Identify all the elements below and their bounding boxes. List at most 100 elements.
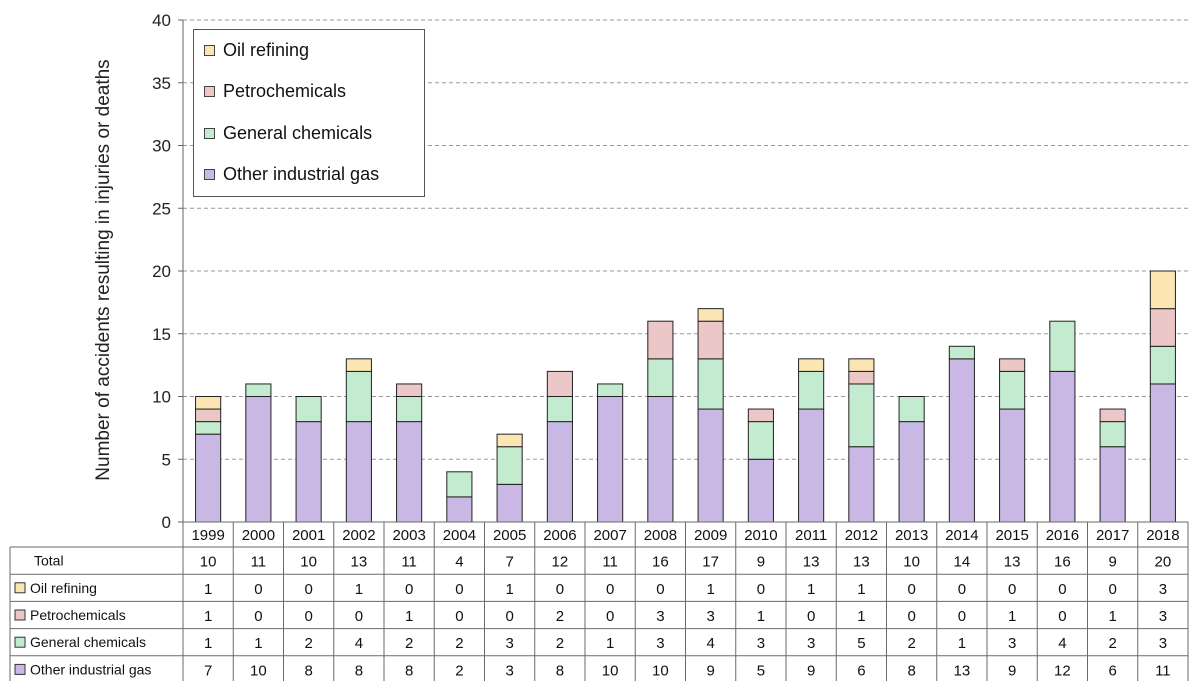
table-cell-value: 8: [355, 662, 363, 679]
table-cell-value: 6: [857, 662, 865, 679]
table-cell-value: 12: [1054, 662, 1071, 679]
table-cell-value: 1: [204, 608, 212, 625]
table-cell-value: 2: [556, 635, 564, 652]
table-cell-value: 0: [405, 581, 413, 598]
table-cell-value: 2: [405, 635, 413, 652]
table-cell-value: 8: [556, 662, 564, 679]
table-cell-value: 0: [958, 581, 966, 598]
table-cell-value: 2: [907, 635, 915, 652]
legend-swatch: [204, 169, 215, 180]
table-cell-value: 9: [1108, 554, 1116, 571]
bar-segment-general-chemicals: [446, 471, 473, 498]
table-cell-value: 1: [505, 581, 513, 598]
table-cell-value: 0: [907, 608, 915, 625]
table-cell-value: 9: [1008, 662, 1016, 679]
x-tick-label: 2017: [1096, 527, 1129, 544]
x-tick-label: 2007: [593, 527, 626, 544]
table-cell-value: 0: [304, 581, 312, 598]
legend-swatch: [204, 44, 215, 56]
table-row-label: Oil refining: [30, 580, 97, 596]
table-cell-value: 10: [903, 554, 920, 571]
y-tick-label: 35: [152, 74, 171, 93]
y-tick-label: 40: [152, 11, 171, 30]
table-cell-value: 0: [958, 608, 966, 625]
table-cell-value: 3: [1159, 581, 1167, 598]
table-cell-value: 0: [656, 581, 664, 598]
legend-item: Petrochemicals: [204, 80, 346, 104]
table-cell-value: 1: [204, 581, 212, 598]
table-cell-value: 0: [907, 581, 915, 598]
bar-segment-other-industrial-gas: [798, 408, 825, 523]
x-tick-label: 2001: [292, 527, 325, 544]
table-cell-value: 11: [1155, 662, 1171, 679]
table-cell-value: 3: [656, 635, 664, 652]
legend-item: Oil refining: [204, 38, 309, 62]
legend-swatch: [204, 86, 215, 97]
table-cell-value: 13: [803, 554, 820, 571]
table-cell-value: 17: [702, 554, 719, 571]
table-cell-value: 2: [455, 662, 463, 679]
table-cell-value: 4: [1058, 635, 1066, 652]
x-tick-label: 2015: [995, 527, 1028, 544]
bar-segment-oil-refining: [848, 358, 875, 372]
x-tick-label: 2000: [242, 527, 275, 544]
table-cell-value: 8: [405, 662, 413, 679]
bar-segment-oil-refining: [496, 433, 523, 448]
bar-segment-other-industrial-gas: [396, 421, 423, 523]
y-tick-label: 15: [152, 325, 171, 344]
table-cell-value: 13: [954, 662, 971, 679]
table-cell-value: 5: [757, 662, 765, 679]
table-cell-value: 10: [300, 554, 317, 571]
legend: Oil refining Petrochemicals General chemic…: [193, 29, 425, 197]
table-cell-value: 1: [857, 608, 865, 625]
bar-segment-oil-refining: [697, 308, 724, 322]
bar-segment-general-chemicals: [747, 421, 774, 460]
table-cell-value: 12: [552, 554, 569, 571]
table-cell-value: 3: [1008, 635, 1016, 652]
bar-segment-general-chemicals: [597, 383, 624, 398]
table-cell-value: 1: [254, 635, 262, 652]
bar-segment-petrochemicals: [999, 358, 1026, 372]
table-cell-value: 16: [652, 554, 669, 571]
y-tick-label: 0: [162, 513, 171, 532]
table-cell-value: 9: [706, 662, 714, 679]
table-cell-value: 2: [304, 635, 312, 652]
y-tick-label: 20: [152, 262, 171, 281]
table-row-swatch: [14, 582, 26, 594]
bar-segment-petrochemicals: [1099, 408, 1126, 423]
table-cell-value: 0: [1008, 581, 1016, 598]
table-cell-value: 14: [954, 554, 971, 571]
bar-segment-other-industrial-gas: [848, 446, 875, 523]
table-cell-value: 6: [1108, 662, 1116, 679]
bar-segment-oil-refining: [195, 396, 222, 410]
bar-segment-general-chemicals: [999, 370, 1026, 410]
bar-segment-oil-refining: [798, 358, 825, 372]
bar-segment-general-chemicals: [1049, 320, 1076, 372]
table-cell-value: 0: [757, 581, 765, 598]
bar-segment-other-industrial-gas: [597, 396, 624, 523]
table-row-swatch: [14, 663, 26, 675]
y-tick-label: 25: [152, 199, 171, 218]
table-cell-value: 13: [853, 554, 870, 571]
table-cell-value: 3: [505, 662, 513, 679]
table-cell-value: 10: [602, 662, 619, 679]
bar-segment-general-chemicals: [345, 370, 372, 423]
table-cell-value: 9: [757, 554, 765, 571]
table-cell-value: 0: [1058, 608, 1066, 625]
bar-segment-general-chemicals: [848, 383, 875, 448]
bar-segment-oil-refining: [1149, 270, 1176, 310]
table-cell-value: 10: [200, 554, 217, 571]
bar-segment-general-chemicals: [245, 383, 272, 398]
table-cell-value: 0: [1058, 581, 1066, 598]
table-row-swatch: [14, 636, 26, 648]
x-tick-label: 2003: [392, 527, 425, 544]
table-cell-value: 7: [204, 662, 212, 679]
table-cell-value: 4: [706, 635, 714, 652]
x-tick-label: 2018: [1146, 527, 1179, 544]
x-tick-label: 2012: [845, 527, 878, 544]
x-tick-label: 2010: [744, 527, 777, 544]
x-tick-label: 2008: [644, 527, 677, 544]
x-tick-label: 2002: [342, 527, 375, 544]
